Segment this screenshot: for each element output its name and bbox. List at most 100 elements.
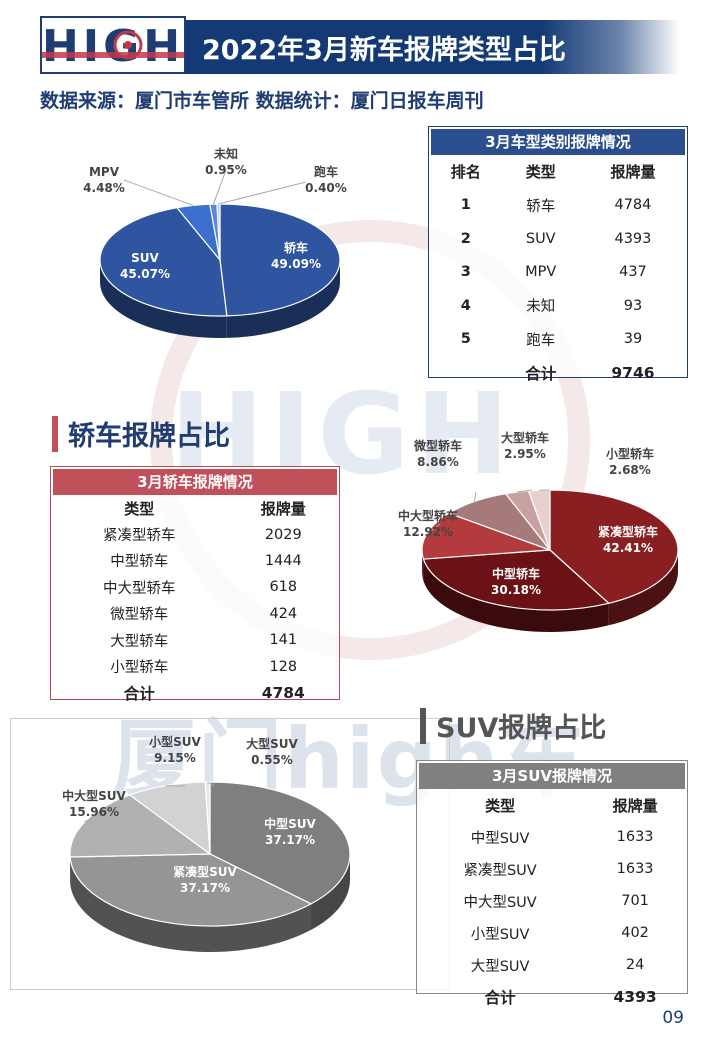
table-row: 3 MPV 437	[429, 256, 687, 290]
pie-label: 小型SUV 9.15%	[149, 734, 202, 787]
table-row: 紧凑型SUV 1633	[417, 853, 687, 885]
count-cell: 39	[623, 331, 643, 348]
column-header: 类型	[124, 499, 155, 518]
data-source: 数据来源：厦门市车管所 数据统计：厦门日报车周刊	[40, 90, 484, 112]
type-cell: 中大型轿车	[103, 580, 176, 597]
total-value: 9746	[611, 363, 655, 382]
sedan-section-title: 轿车报牌占比	[68, 421, 230, 452]
type-cell: 紧凑型SUV	[463, 862, 537, 879]
pie-category-label: 微型轿车	[413, 438, 462, 453]
pie-label: 跑车 0.40%	[218, 164, 347, 205]
table-row: 中大型轿车 618	[51, 574, 339, 600]
pie-value-label: 49.09%	[271, 257, 321, 271]
rank-cell: 3	[460, 264, 471, 281]
count-cell: 141	[269, 632, 298, 649]
high-logo-text: HIGH	[42, 21, 184, 72]
pie-label: 中型SUV 37.17%	[264, 816, 316, 847]
pie-value-label: 0.95%	[205, 163, 247, 177]
count-cell: 402	[621, 925, 649, 941]
pie-value-label: 42.41%	[603, 541, 653, 555]
suv-section-title: SUV报牌占比	[436, 713, 607, 744]
pie-slice	[422, 549, 610, 611]
vehicle-type-pie-chart: 轿车 49.09% SUV 45.07% MPV 4.48% 未知 0.95% 跑车 0.40%	[83, 146, 347, 338]
pie-slice	[209, 781, 351, 905]
pie-value-label: 8.86%	[417, 455, 459, 469]
count-cell: 128	[269, 658, 298, 675]
pie-label: 中型轿车 30.18%	[491, 566, 541, 597]
pie-category-label: 中大型轿车	[398, 508, 458, 523]
type-cell: 中型SUV	[470, 830, 530, 847]
empty-cell	[429, 356, 503, 390]
type-cell: 未知	[526, 299, 556, 316]
pie-slice-side	[311, 854, 350, 930]
type-cell: 微型轿车	[110, 607, 169, 624]
type-cell: 中型轿车	[110, 554, 169, 571]
pie-category-label: 大型轿车	[501, 430, 549, 445]
pie-depth	[422, 550, 678, 632]
table-caption: 3月车型类别报牌情况	[431, 129, 685, 155]
type-cell: 跑车	[526, 332, 556, 349]
table-row: 小型SUV 402	[417, 917, 687, 949]
pie-label: 小型轿车 2.68%	[539, 446, 654, 491]
table-row: 4 未知 93	[429, 289, 687, 323]
pie-category-label: 中大型SUV	[62, 788, 126, 803]
table-total-row: 合计 4393	[417, 981, 687, 1013]
count-cell: 24	[625, 957, 645, 973]
rank-cell: 4	[460, 297, 471, 314]
vehicle-type-table: 3月车型类别报牌情况 排名 类型 报牌量 1 轿车 4784 2 SUV 439…	[428, 126, 688, 383]
type-cell: 小型SUV	[470, 926, 530, 943]
table-row: 1 轿车 4784	[429, 189, 687, 223]
pie-value-label: 0.40%	[305, 181, 347, 195]
pie-label: 大型轿车 2.95%	[501, 430, 549, 493]
column-header: 报牌量	[612, 796, 658, 815]
count-cell: 93	[623, 297, 643, 314]
pie-slice	[99, 207, 228, 317]
pie-label: 紧凑型SUV 37.17%	[173, 864, 237, 895]
pie-category-label: 紧凑型轿车	[598, 524, 658, 539]
type-cell: 大型轿车	[110, 633, 169, 650]
suv-table: 3月SUV报牌情况 类型 报牌量 中型SUV 1633 紧凑型SUV 1633 …	[416, 760, 688, 1007]
pie-label: 中大型轿车 12.92%	[398, 508, 458, 539]
table-row: 小型轿车 128	[51, 653, 339, 679]
pie-slice-side	[70, 856, 312, 952]
sedan-pie-chart: 紧凑型轿车 42.41% 中型轿车 30.18% 中大型轿车 12.92% 微型轿车 8.86…	[398, 430, 679, 632]
total-value: 4393	[613, 988, 657, 1006]
count-cell: 618	[269, 579, 298, 596]
pie-label: 未知 0.95%	[205, 146, 247, 205]
page-title: 2022年3月新车报牌类型占比	[202, 35, 566, 66]
type-cell: SUV	[525, 230, 556, 247]
pie-label: 中大型SUV 15.96%	[62, 788, 127, 823]
type-cell: 大型SUV	[470, 958, 530, 975]
pie-slice-side	[608, 550, 678, 626]
table-row: 中型SUV 1633	[417, 821, 687, 853]
count-cell: 424	[269, 605, 298, 622]
table-total-row: 合计 4784	[51, 680, 339, 706]
pie-label: 大型SUV 0.55%	[207, 736, 299, 787]
pie-value-label: 9.15%	[154, 751, 196, 765]
count-cell: 701	[621, 893, 649, 909]
pie-category-label: 跑车	[314, 164, 338, 179]
table-row: 2 SUV 4393	[429, 222, 687, 256]
table-row: 中大型SUV 701	[417, 885, 687, 917]
pie-label: 紧凑型轿车 42.41%	[598, 524, 658, 555]
count-cell: 1633	[616, 861, 654, 877]
table-row: 大型轿车 141	[51, 627, 339, 653]
pie-category-label: 小型SUV	[149, 734, 201, 749]
heading-marker	[52, 416, 58, 452]
rank-cell: 2	[460, 230, 471, 247]
total-label: 合计	[525, 364, 557, 383]
table-row: 中型轿车 1444	[51, 548, 339, 574]
pie-slice-side	[100, 260, 227, 338]
count-cell: 4393	[614, 230, 652, 247]
title-bar: 2022年3月新车报牌类型占比	[186, 20, 680, 74]
pie-value-label: 0.55%	[251, 753, 293, 767]
table-caption: 3月SUV报牌情况	[419, 763, 685, 789]
column-header: 报牌量	[610, 163, 656, 182]
table-row: 5 跑车 39	[429, 323, 687, 357]
type-cell: MPV	[525, 264, 557, 281]
column-header: 报牌量	[260, 499, 306, 518]
pie-slice	[69, 853, 313, 927]
type-cell: 轿车	[526, 198, 556, 215]
pie-slice-side	[422, 550, 424, 582]
pie-slice-side	[226, 260, 340, 338]
